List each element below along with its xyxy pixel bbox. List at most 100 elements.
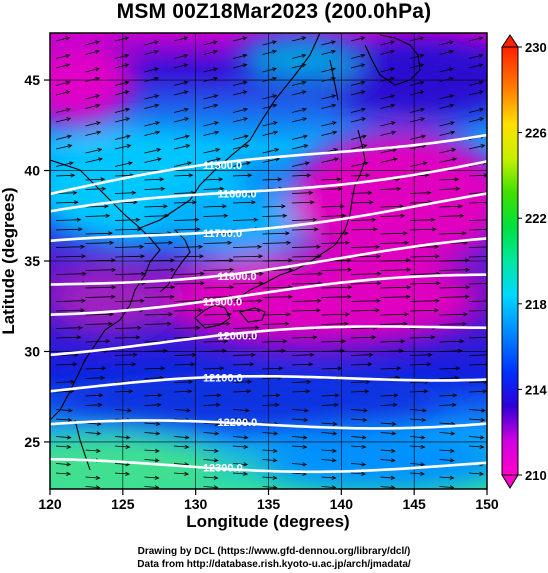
wind-arrow-head xyxy=(255,325,260,330)
wind-arrow-head xyxy=(95,49,101,54)
wind-arrow xyxy=(262,95,277,100)
contour-label: 12100.0 xyxy=(203,372,243,384)
wind-arrow-head xyxy=(480,417,486,422)
wind-arrow xyxy=(350,135,367,140)
wind-arrow xyxy=(114,108,130,113)
colorbar-tick-label: 230 xyxy=(525,40,547,55)
wind-arrow xyxy=(173,363,195,366)
wind-arrow xyxy=(262,50,277,55)
wind-arrow-head xyxy=(331,40,337,45)
wind-arrow-head xyxy=(272,94,278,99)
wind-arrow xyxy=(321,205,345,208)
wind-arrow-head xyxy=(98,393,104,398)
wind-arrow-head xyxy=(371,335,377,340)
wind-arrow-head xyxy=(69,161,74,166)
wind-arrow xyxy=(439,50,454,55)
wind-arrow xyxy=(291,37,306,42)
wind-arrow-head xyxy=(390,49,396,54)
wind-arrow xyxy=(350,219,376,221)
wind-arrow xyxy=(439,269,470,271)
wind-arrow xyxy=(321,178,341,181)
wind-arrow-head xyxy=(109,240,115,245)
wind-arrow-head xyxy=(419,90,425,95)
wind-arrow-head xyxy=(449,458,455,463)
wind-arrow xyxy=(55,381,75,383)
wind-arrow xyxy=(321,104,336,109)
wind-arrow-head xyxy=(245,408,250,413)
wind-arrow xyxy=(144,41,159,46)
wind-arrow xyxy=(55,445,71,448)
x-tick-label: 140 xyxy=(330,496,354,512)
wind-arrow xyxy=(409,390,428,393)
wind-arrow xyxy=(262,68,277,73)
wind-arrow-head xyxy=(420,107,426,112)
wind-arrow-head xyxy=(314,227,319,232)
wind-arrow xyxy=(85,286,116,289)
wind-arrow-head xyxy=(301,90,307,95)
wind-arrow-head xyxy=(361,462,367,467)
wind-arrow xyxy=(291,354,314,356)
wind-arrow xyxy=(380,158,398,163)
wind-arrow xyxy=(114,354,137,356)
wind-arrow xyxy=(321,269,352,271)
wind-arrow xyxy=(173,174,193,177)
wind-arrow-head xyxy=(97,402,103,407)
wind-arrow xyxy=(439,340,464,343)
wind-arrow-head xyxy=(140,298,145,303)
wind-arrow-head xyxy=(390,94,396,99)
wind-arrow-head xyxy=(183,53,189,58)
wind-arrow xyxy=(55,81,70,86)
wind-arrow xyxy=(468,445,484,448)
wind-arrow xyxy=(114,201,137,204)
wind-arrow-head xyxy=(183,80,189,85)
wind-arrow-head xyxy=(423,161,428,166)
wind-arrow xyxy=(55,273,86,275)
wind-arrow-head xyxy=(306,379,312,384)
contour-label: 11700.0 xyxy=(203,228,242,240)
wind-arrow-head xyxy=(364,389,370,394)
wind-arrow xyxy=(468,64,483,69)
wind-arrow-head xyxy=(229,267,235,272)
wind-arrow xyxy=(262,340,287,343)
wind-arrow-head xyxy=(244,134,249,139)
wind-arrow-head xyxy=(390,103,396,108)
wind-arrow-head xyxy=(288,267,294,272)
wind-arrow-head xyxy=(80,244,86,249)
wind-arrow-head xyxy=(213,458,219,463)
wind-arrow xyxy=(380,95,395,100)
wind-arrow xyxy=(321,232,349,235)
wind-arrow xyxy=(173,390,192,393)
wind-arrow-head xyxy=(302,117,308,122)
wind-arrow xyxy=(468,381,487,383)
wind-arrow-head xyxy=(213,475,219,480)
wind-arrow-head xyxy=(140,254,146,259)
wind-arrow-head xyxy=(450,431,456,436)
wind-arrow xyxy=(350,228,377,231)
chart-title: MSM 00Z18Mar2023 (200.0hPa) xyxy=(116,0,432,23)
wind-arrow-head xyxy=(483,173,487,178)
wind-arrow xyxy=(262,432,278,435)
wind-arrow-head xyxy=(253,335,259,340)
wind-arrow xyxy=(380,449,395,452)
wind-arrow-head xyxy=(361,471,367,476)
wind-arrow-head xyxy=(244,144,250,149)
wind-arrow-head xyxy=(216,157,221,162)
wind-arrow-head xyxy=(274,402,280,407)
wind-arrow xyxy=(85,367,106,370)
wind-arrow-head xyxy=(111,267,117,272)
y-tick-label: 30 xyxy=(24,343,40,359)
wind-arrow xyxy=(439,286,470,289)
wind-arrow-head xyxy=(435,298,440,303)
wind-arrow-head xyxy=(377,281,382,286)
wind-arrow-head xyxy=(316,308,322,313)
wind-arrow xyxy=(262,122,278,127)
wind-arrow xyxy=(203,178,223,181)
wind-arrow-head xyxy=(345,240,351,245)
wind-arrow xyxy=(114,64,129,69)
wind-arrow-head xyxy=(452,157,457,162)
wind-arrow xyxy=(350,118,366,123)
wind-arrow xyxy=(468,418,485,421)
wind-arrow-head xyxy=(367,190,373,195)
wind-arrow xyxy=(232,472,248,475)
wind-arrow-head xyxy=(288,294,293,299)
